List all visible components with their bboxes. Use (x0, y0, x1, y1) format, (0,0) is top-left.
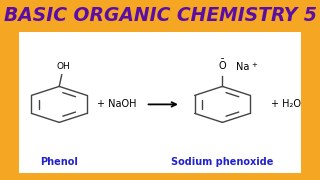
Text: + NaOH: + NaOH (97, 99, 137, 109)
Text: Sodium phenoxide: Sodium phenoxide (171, 157, 274, 167)
FancyBboxPatch shape (19, 32, 301, 173)
Text: OH: OH (56, 62, 70, 71)
Text: BASIC ORGANIC CHEMISTRY 5: BASIC ORGANIC CHEMISTRY 5 (4, 6, 316, 25)
Text: Na: Na (236, 62, 249, 72)
Text: $\bar{\mathrm{O}}$: $\bar{\mathrm{O}}$ (218, 58, 227, 72)
Text: +: + (251, 62, 257, 68)
Text: + H₂O: + H₂O (271, 99, 301, 109)
Text: Phenol: Phenol (40, 157, 78, 167)
